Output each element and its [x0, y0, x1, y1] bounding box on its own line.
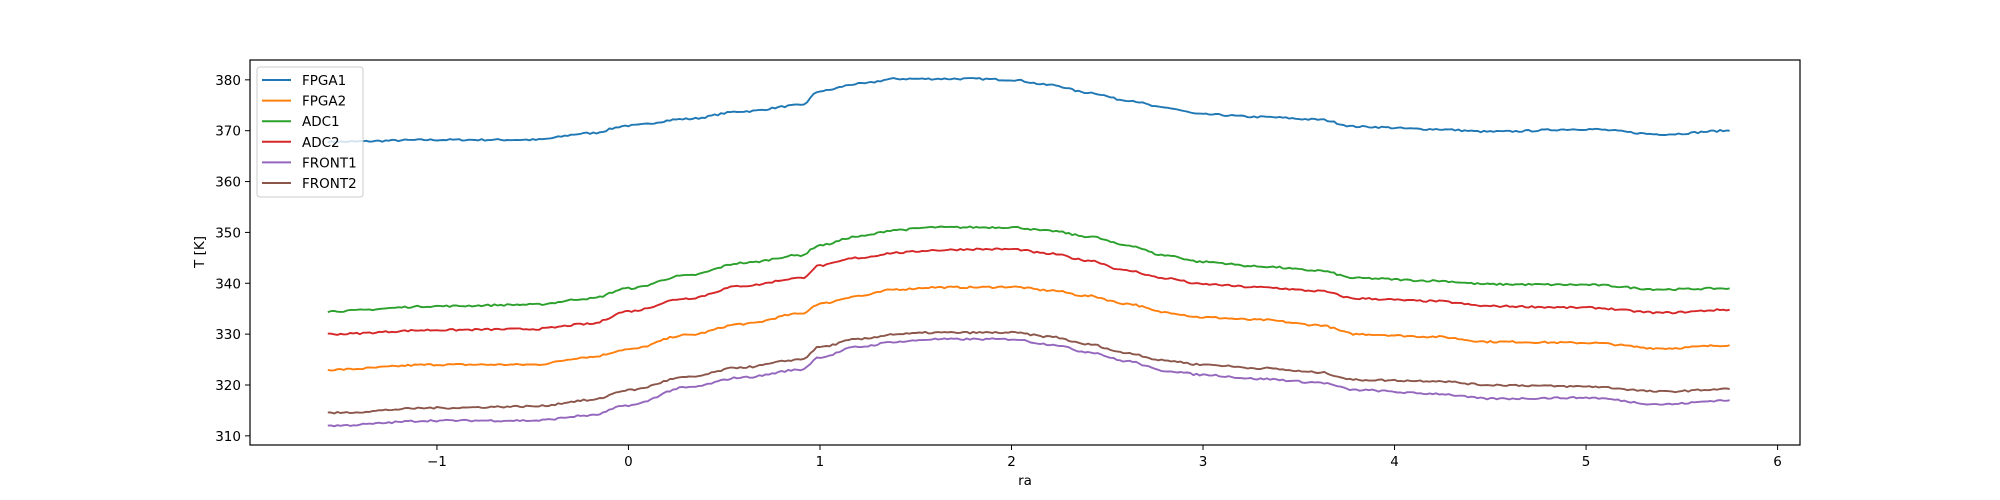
y-tick-label: 350: [215, 225, 241, 241]
x-tick-label: 5: [1582, 454, 1591, 470]
legend-label: FRONT1: [302, 155, 357, 171]
axes-frame: [249, 59, 1801, 446]
y-tick-label: 310: [215, 429, 241, 445]
x-tick-label: 4: [1390, 454, 1399, 470]
x-tick-label: 2: [1007, 454, 1016, 470]
y-axis: 310 320 330 340 350 360 370 380: [215, 73, 250, 445]
x-tick-label: 1: [816, 454, 825, 470]
y-tick-label: 340: [215, 276, 241, 292]
x-axis-label: ra: [1018, 473, 1032, 489]
legend-label: ADC1: [302, 114, 340, 130]
series-line-fpga2: [327, 285, 1730, 372]
x-tick-label: 3: [1199, 454, 1208, 470]
legend-label: FPGA1: [302, 73, 346, 89]
series-line-adc2: [327, 247, 1730, 336]
series-line-front1: [327, 337, 1730, 428]
legend-label: FPGA2: [302, 94, 346, 110]
series-line-adc1: [327, 225, 1730, 314]
y-tick-label: 330: [215, 327, 241, 343]
series-line-front2: [327, 330, 1730, 415]
x-axis: −1 0 1 2 3 4 5 6: [427, 445, 1782, 470]
plot-lines: [327, 77, 1730, 428]
y-tick-label: 320: [215, 378, 241, 394]
x-tick-label: 6: [1773, 454, 1782, 470]
series-line-fpga1: [327, 77, 1730, 144]
x-tick-label: 0: [624, 454, 633, 470]
y-axis-label: T [K]: [192, 236, 208, 269]
y-tick-label: 360: [215, 175, 241, 191]
legend: FPGA1 FPGA2 ADC1 ADC2 FRONT1 FRONT2: [256, 66, 364, 198]
legend-label: ADC2: [302, 135, 340, 151]
legend-box: [256, 66, 364, 198]
y-tick-label: 380: [215, 73, 241, 89]
y-tick-label: 370: [215, 124, 241, 140]
legend-label: FRONT2: [302, 176, 357, 192]
x-tick-label: −1: [427, 454, 447, 470]
